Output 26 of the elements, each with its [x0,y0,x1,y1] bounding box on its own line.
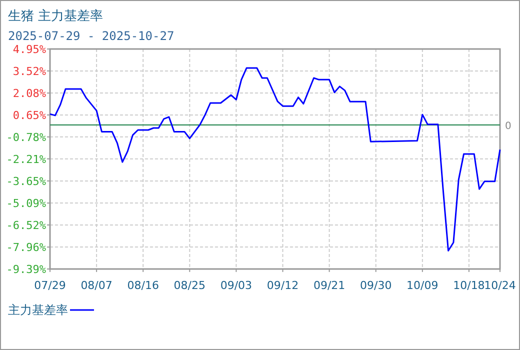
x-tick-label: 08/25 [174,279,206,292]
x-tick-label: 09/30 [360,279,392,292]
x-tick-label: 07/29 [34,279,66,292]
x-tick-label: 10/24 [484,279,516,292]
y-tick-label: -7.96% [6,241,46,254]
x-tick-label: 08/16 [127,279,159,292]
y-tick-label: 2.08% [12,87,46,100]
y-tick-label: -3.65% [6,174,46,188]
title: 生猪 主力基差率 [8,9,104,24]
x-tick-label: 10/09 [406,279,438,292]
legend-label: 主力基差率 [8,303,68,317]
x-tick-label: 09/21 [313,279,346,292]
y-tick-label: 0.65% [12,108,46,122]
y-tick-label: -2.21% [6,152,46,166]
x-tick-label: 08/07 [80,279,112,292]
subtitle: 2025-07-29 - 2025-10-27 [8,29,174,43]
x-tick-label: 10/18 [453,279,485,292]
x-tick-label: 09/03 [220,279,252,292]
y-tick-label: -9.39% [6,263,46,276]
y-tick-label: -5.09% [6,197,46,210]
ref-line-label: 0 [505,120,512,132]
x-tick-label: 09/12 [266,279,299,292]
y-tick-label: 3.52% [12,64,46,78]
y-tick-label: -0.78% [6,130,46,144]
y-tick-label: -6.52% [6,218,46,232]
y-tick-label: 4.95% [12,43,46,56]
